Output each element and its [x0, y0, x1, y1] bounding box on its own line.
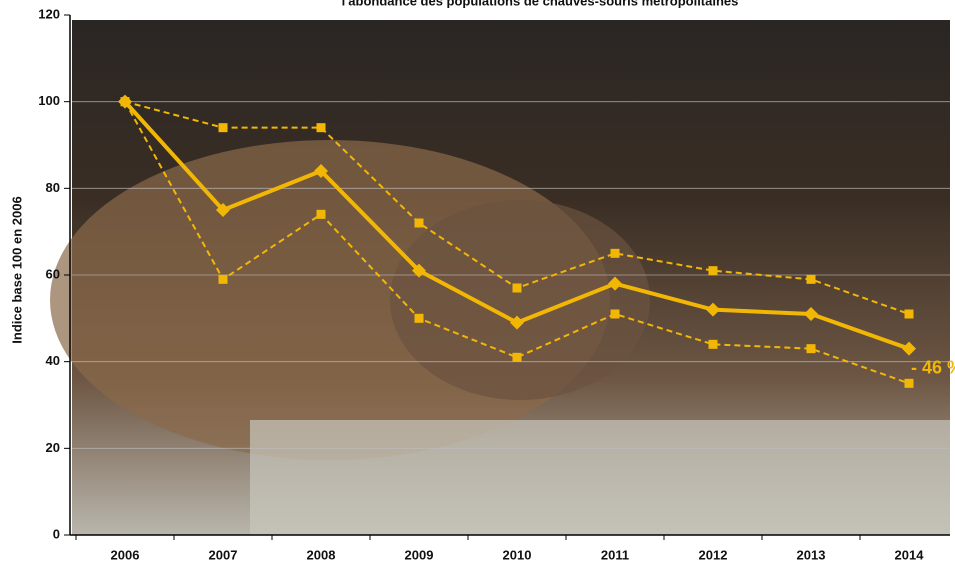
annotation: - 46 % [911, 357, 955, 377]
x-tick-label: 2009 [405, 547, 434, 562]
marker [610, 248, 620, 258]
x-tick-label: 2011 [601, 547, 629, 562]
x-tick-label: 2007 [209, 547, 238, 562]
marker [118, 94, 132, 109]
x-tick-label: 2013 [797, 547, 826, 562]
marker [316, 209, 326, 219]
marker [904, 378, 914, 388]
x-tick-label: 2008 [307, 547, 336, 562]
marker [608, 276, 622, 291]
marker [414, 313, 424, 323]
marker [708, 339, 718, 349]
x-tick-label: 2012 [699, 547, 728, 562]
marker [512, 283, 522, 293]
marker [512, 352, 522, 362]
photo-bat-head [390, 200, 650, 400]
marker [510, 315, 524, 330]
marker [902, 341, 916, 356]
x-tick-label: 2010 [503, 547, 532, 562]
x-tick-label: 2006 [111, 547, 140, 562]
y-tick-label: 80 [46, 180, 60, 195]
marker [414, 218, 424, 228]
marker [412, 263, 426, 278]
marker [706, 302, 720, 317]
y-tick-label: 120 [38, 6, 60, 21]
y-tick-label: 0 [53, 526, 60, 541]
y-axis-label: Indice base 100 en 2006 [9, 196, 24, 343]
photo-rock [250, 420, 950, 535]
marker [218, 123, 228, 133]
marker [708, 266, 718, 276]
y-tick-label: 40 [46, 353, 60, 368]
marker [804, 307, 818, 321]
marker [806, 344, 816, 354]
marker [316, 123, 326, 133]
marker [314, 164, 328, 178]
series-line [124, 101, 910, 385]
y-tick-label: 20 [46, 440, 60, 455]
x-tick-label: 2014 [895, 547, 925, 562]
marker [216, 203, 230, 217]
y-tick-label: 60 [46, 266, 60, 281]
marker [904, 309, 914, 319]
chart-title: l'abondance des populations de chauves-s… [342, 0, 739, 8]
marker [806, 274, 816, 284]
marker [218, 274, 228, 284]
y-tick-label: 100 [38, 93, 60, 108]
marker [610, 309, 620, 319]
